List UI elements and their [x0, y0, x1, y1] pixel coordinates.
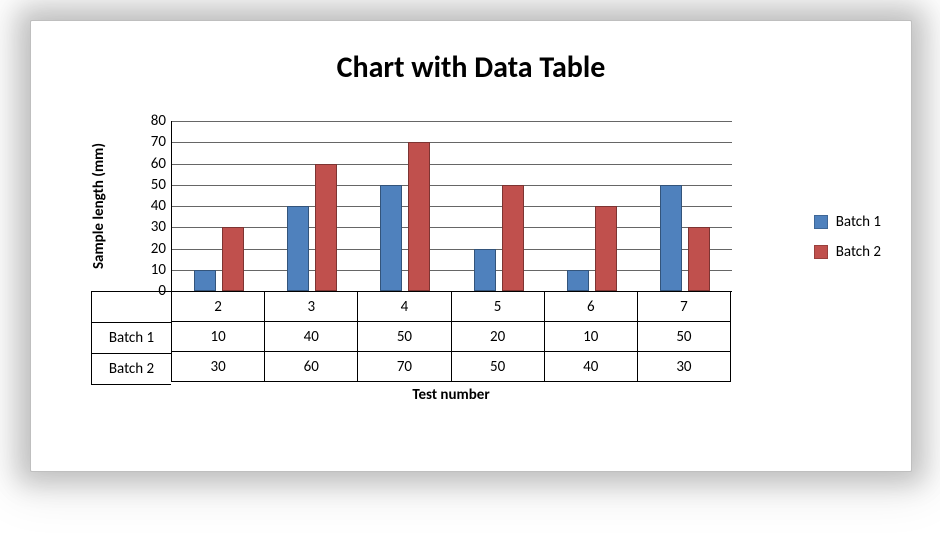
bar-group	[639, 121, 732, 291]
bar-group	[172, 121, 265, 291]
data-table-category-cell: 3	[265, 292, 358, 322]
data-table-row-header: Batch 1	[91, 323, 171, 354]
legend-swatch	[814, 245, 828, 259]
bar-group	[452, 121, 545, 291]
data-table-row: 104050201050	[171, 322, 731, 352]
data-table-value-cell: 50	[638, 322, 731, 352]
legend-item: Batch 2	[814, 243, 881, 261]
legend-label: Batch 2	[836, 243, 881, 261]
bar-batch-1	[287, 206, 309, 291]
y-axis-title-container: Sample length (mm)	[89, 121, 109, 291]
y-tick-label: 30	[151, 218, 172, 236]
data-table-category-cell: 2	[171, 292, 265, 322]
bar-batch-2	[595, 206, 617, 291]
y-tick-label: 40	[151, 197, 172, 215]
data-table-value-cell: 40	[265, 322, 358, 352]
data-table-row-headers: Batch 1Batch 2	[91, 291, 171, 385]
plot-area: 01020304050607080	[171, 121, 732, 291]
bar-group	[359, 121, 452, 291]
chart-title: Chart with Data Table	[31, 49, 911, 86]
legend-label: Batch 1	[836, 213, 881, 231]
stage: Chart with Data Table Sample length (mm)…	[0, 0, 940, 537]
bar-batch-2	[502, 185, 524, 291]
chart-card: Chart with Data Table Sample length (mm)…	[30, 20, 912, 472]
bar-batch-2	[222, 227, 244, 291]
y-tick-label: 20	[151, 240, 172, 258]
bar-group	[545, 121, 638, 291]
data-table-value-cell: 60	[265, 352, 358, 382]
bar-batch-1	[380, 185, 402, 291]
data-table-value-cell: 30	[171, 352, 265, 382]
data-table-value-cell: 40	[545, 352, 638, 382]
data-table-category-row: 234567	[171, 292, 731, 322]
bar-batch-1	[567, 270, 589, 291]
data-table-value-cell: 70	[358, 352, 451, 382]
y-tick-label: 80	[151, 112, 172, 130]
data-table-category-cell: 7	[638, 292, 731, 322]
data-table-category-cell: 4	[358, 292, 451, 322]
bar-batch-2	[315, 164, 337, 292]
data-table-header-blank	[91, 291, 171, 323]
y-axis-title: Sample length (mm)	[90, 143, 108, 269]
legend-swatch	[814, 215, 828, 229]
data-table-category-cell: 5	[452, 292, 545, 322]
data-table-row: 306070504030	[171, 352, 731, 382]
x-axis-title: Test number	[171, 386, 731, 404]
y-tick-label: 50	[151, 176, 172, 194]
bar-batch-2	[688, 227, 710, 291]
data-table: 234567104050201050306070504030	[171, 291, 731, 382]
y-tick-label: 60	[151, 155, 172, 173]
data-table-value-cell: 50	[452, 352, 545, 382]
y-tick-label: 10	[151, 261, 172, 279]
data-table-value-cell: 20	[452, 322, 545, 352]
bar-batch-2	[408, 142, 430, 291]
data-table-value-cell: 10	[545, 322, 638, 352]
data-table-value-cell: 10	[171, 322, 265, 352]
bar-batch-1	[474, 249, 496, 292]
bar-group	[265, 121, 358, 291]
bar-batch-1	[660, 185, 682, 291]
legend-item: Batch 1	[814, 213, 881, 231]
data-table-value-cell: 30	[638, 352, 731, 382]
data-table-category-cell: 6	[545, 292, 638, 322]
bar-batch-1	[194, 270, 216, 291]
data-table-row-header: Batch 2	[91, 354, 171, 385]
legend: Batch 1 Batch 2	[814, 201, 881, 273]
y-tick-label: 70	[151, 133, 172, 151]
data-table-value-cell: 50	[358, 322, 451, 352]
